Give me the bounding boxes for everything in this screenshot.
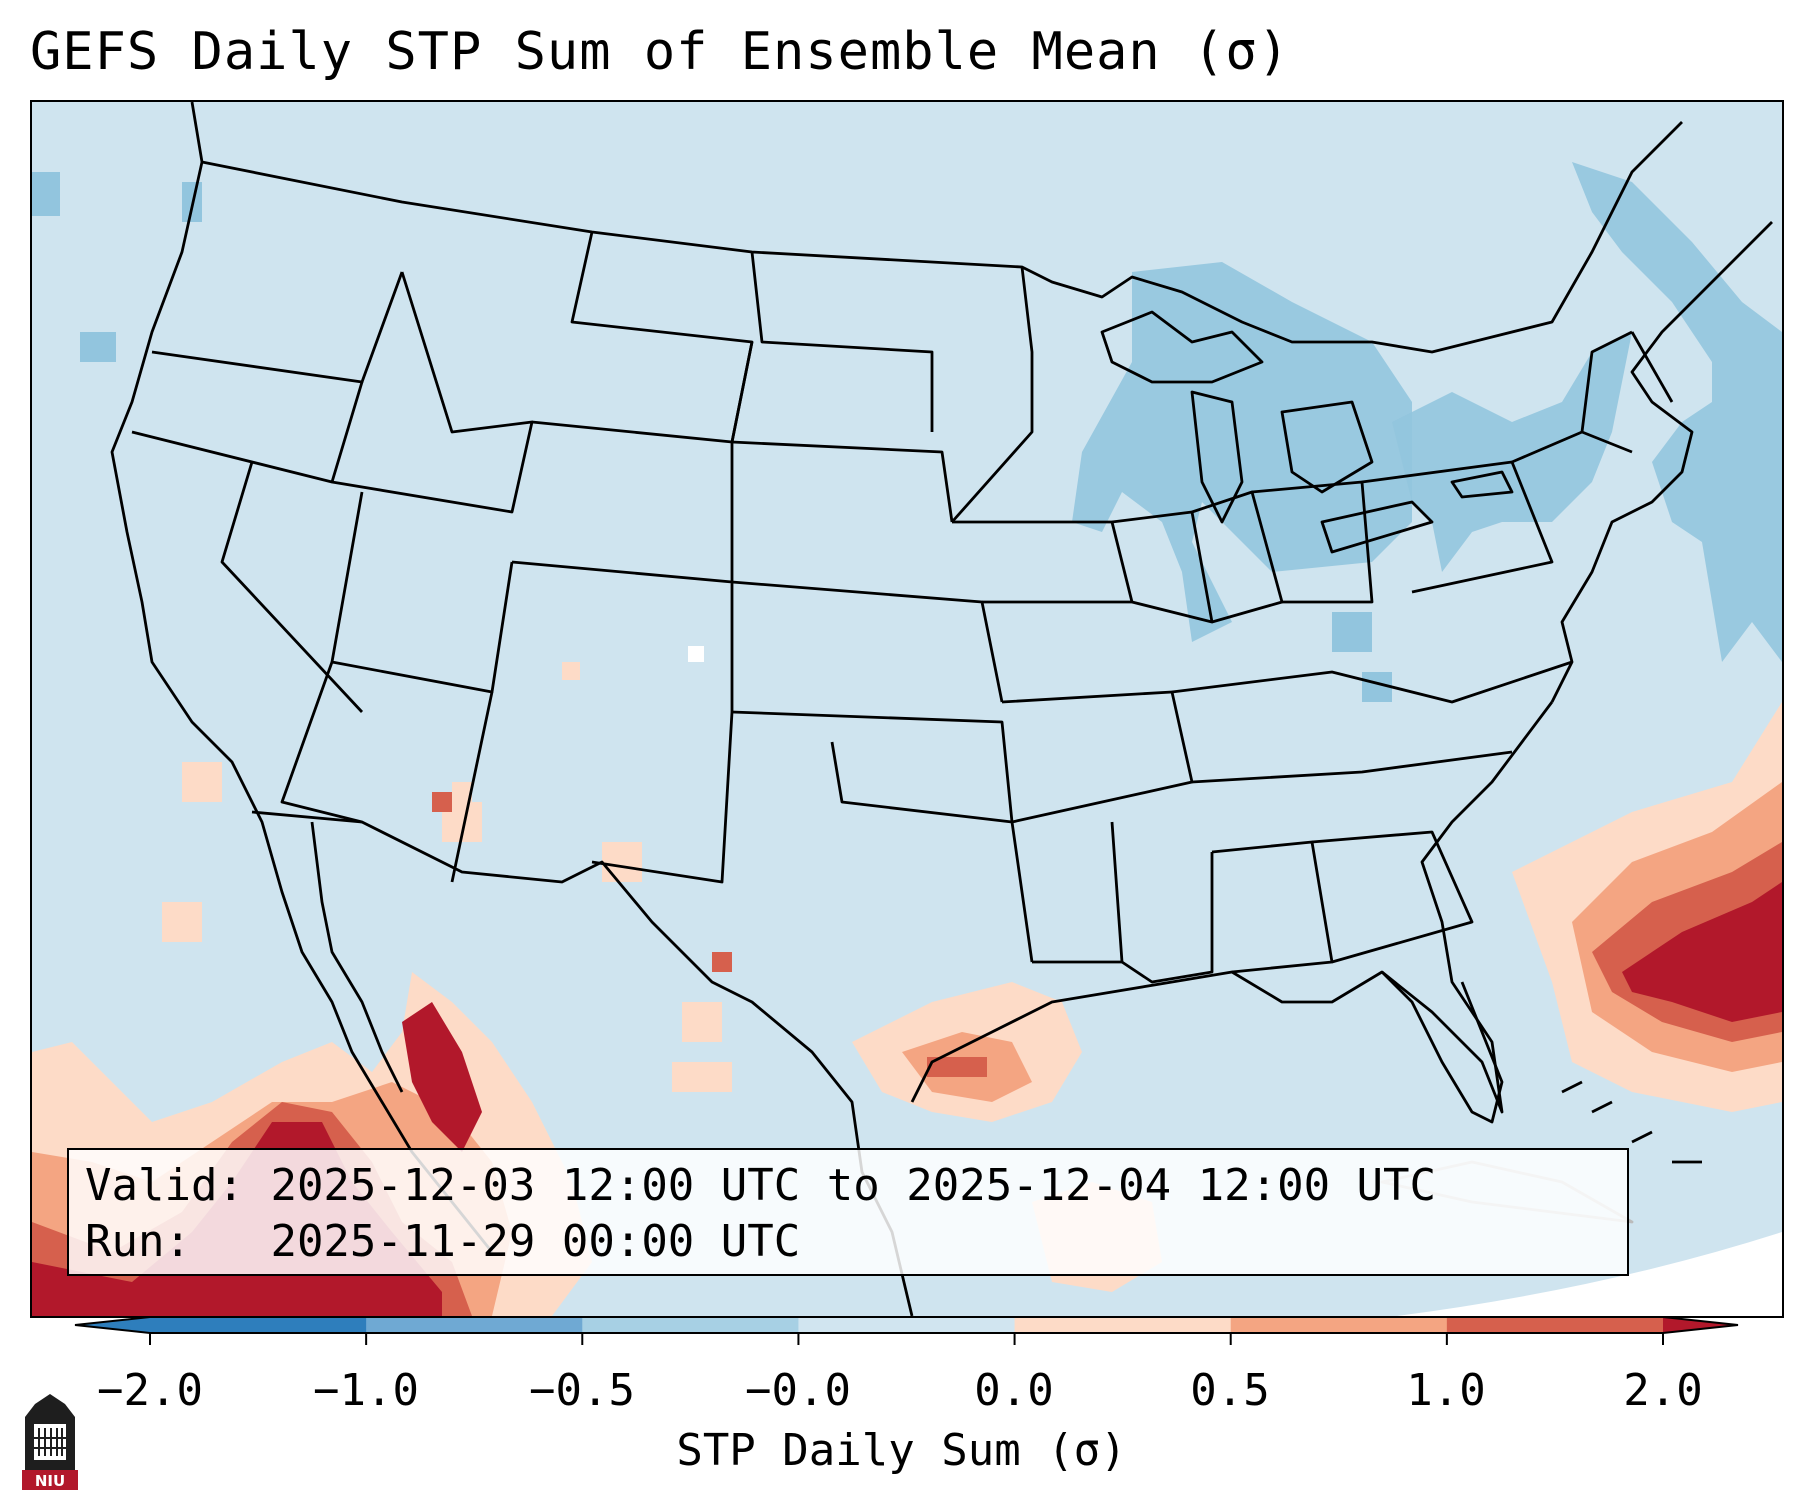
tick-label-neg2: −2.0 xyxy=(97,1365,203,1416)
colorbar-segment xyxy=(150,1317,367,1333)
gulf-california-dark-red-area xyxy=(402,1002,482,1152)
valid-label: Valid: xyxy=(85,1160,244,1211)
mx-speckle xyxy=(672,1062,732,1092)
co-speckle xyxy=(562,662,580,680)
colorbar-ticks xyxy=(149,1333,1664,1345)
niu-logo-text: NIU xyxy=(35,1472,65,1490)
run-label: Run: xyxy=(85,1216,191,1267)
al-line xyxy=(1211,840,1334,974)
colorbar-extend-high xyxy=(1663,1317,1738,1333)
colorbar-extend-low xyxy=(75,1317,150,1333)
niu-logo-svg: NIU xyxy=(22,1394,78,1490)
map-svg xyxy=(32,102,1782,1316)
tick-label-neg1: −1.0 xyxy=(313,1365,419,1416)
tx-red-speckle xyxy=(712,952,732,972)
boundaries xyxy=(110,102,1773,1316)
il-line xyxy=(1111,510,1214,624)
colorbar-outline xyxy=(74,1316,1739,1334)
ga-line xyxy=(1311,830,1474,964)
ca-speckle xyxy=(182,762,222,802)
az-speckle-1 xyxy=(452,782,472,802)
sd-ne-line xyxy=(730,341,954,523)
lake-michigan xyxy=(1190,390,1244,524)
pa-line xyxy=(1361,460,1554,594)
northeast-blue-area xyxy=(1392,332,1632,572)
lake-huron xyxy=(1280,400,1374,494)
colorbar-segment xyxy=(798,1317,1016,1333)
negative-anomaly-patches xyxy=(32,162,1782,702)
ms-line xyxy=(1121,852,1214,984)
nm-speckle xyxy=(602,842,642,882)
texas-coast-red-patch xyxy=(927,1057,987,1077)
tick-label-2: 2.0 xyxy=(1623,1365,1703,1416)
tn-south-line xyxy=(1191,750,1513,784)
baja-peninsula xyxy=(310,821,404,1093)
valid-value: 2025-12-03 12:00 UTC to 2025-12-04 12:00… xyxy=(270,1160,1437,1211)
bahamas-islands xyxy=(1561,1080,1702,1164)
baja-speckle xyxy=(162,902,202,942)
chart-title: GEFS Daily STP Sum of Ensemble Mean (σ) xyxy=(30,22,1290,82)
nd-sd-line xyxy=(750,251,934,432)
ks-ok-line xyxy=(731,710,1014,823)
mn-line xyxy=(950,266,1034,523)
atlantic-blue-area xyxy=(1572,162,1782,662)
colorbar-label: STP Daily Sum (σ) xyxy=(676,1425,1127,1476)
pacific-nw-blue-patch xyxy=(32,172,60,216)
nv-ut-line xyxy=(330,491,514,694)
gulf-coast xyxy=(910,701,1554,1114)
tn-ky-line xyxy=(1171,660,1573,704)
ia-line xyxy=(952,520,1134,604)
west-coast xyxy=(110,161,494,1253)
florida-peninsula xyxy=(1381,971,1504,1124)
map-panel xyxy=(30,100,1784,1318)
tx-ok-line xyxy=(830,741,1034,963)
colorbar: −2.0 −1.0 −0.5 −0.0 0.0 0.5 1.0 2.0 STP … xyxy=(0,1315,1803,1506)
lake-ontario xyxy=(1450,470,1514,499)
tick-label-05: 0.5 xyxy=(1190,1365,1270,1416)
run-value: 2025-11-29 00:00 UTC xyxy=(270,1216,801,1267)
colorbar-svg xyxy=(74,1316,1739,1345)
az-nm-line xyxy=(450,691,494,883)
vt-nh-line xyxy=(1580,330,1633,433)
colorbar-segment xyxy=(366,1317,583,1333)
atlantic-dark-red-area xyxy=(1622,882,1782,1022)
tick-label-neg0: −0.0 xyxy=(745,1365,851,1416)
lake-erie xyxy=(1320,500,1434,554)
tx-speckle xyxy=(682,1002,722,1042)
az-red-speckle xyxy=(432,792,452,812)
tick-label-neg05: −0.5 xyxy=(529,1365,635,1416)
co-white-dot xyxy=(688,646,704,662)
az-west-line xyxy=(280,661,363,824)
colorbar-segments xyxy=(150,1317,1664,1333)
me-line xyxy=(1630,331,1674,403)
colorbar-segment xyxy=(1014,1317,1232,1333)
ca-nv-line xyxy=(220,461,364,713)
nm-tx-line xyxy=(591,711,734,884)
colorbar-segment xyxy=(1230,1317,1448,1333)
colorbar-segment xyxy=(1446,1317,1664,1333)
tick-label-1: 1.0 xyxy=(1406,1365,1486,1416)
colorbar-segment xyxy=(582,1317,799,1333)
tick-label-0: 0.0 xyxy=(974,1365,1054,1416)
in-line xyxy=(1191,490,1284,624)
pacific-blue-patch xyxy=(80,332,116,362)
canada-border xyxy=(190,102,1683,354)
lake-superior xyxy=(1100,310,1264,384)
va-blue-patch xyxy=(1332,612,1372,652)
east-coast xyxy=(1550,221,1773,703)
mo-line xyxy=(1001,690,1194,824)
niu-logo-icon: NIU xyxy=(20,1392,80,1492)
great-lakes-blue-area xyxy=(1072,262,1412,642)
valid-run-info-box: Valid: 2025-12-03 12:00 UTC to 2025-12-0… xyxy=(67,1148,1629,1276)
